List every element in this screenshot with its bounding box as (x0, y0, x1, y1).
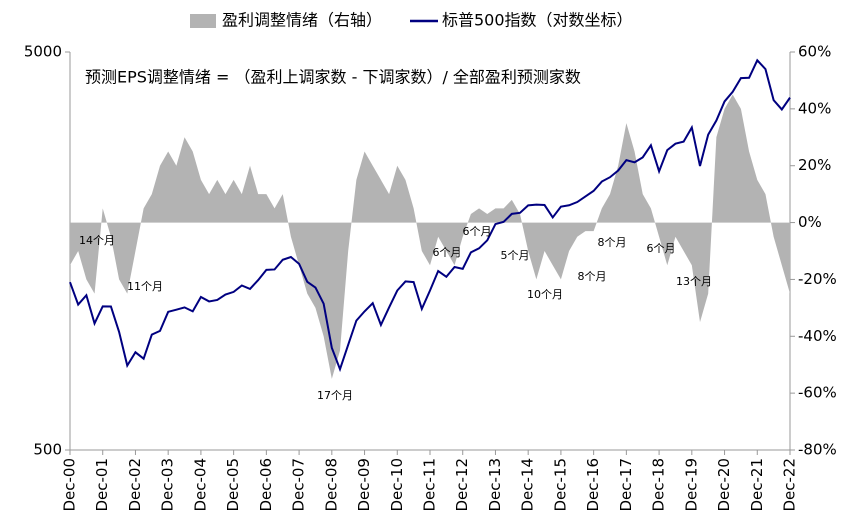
duration-annotation: 14个月 (79, 234, 115, 247)
x-tick-label: Dec-22 (781, 458, 799, 512)
area (70, 94, 790, 379)
duration-annotation: 17个月 (317, 389, 353, 402)
x-tick-label: Dec-04 (191, 458, 209, 512)
y2-tick-label: 0% (798, 213, 822, 231)
legend-label: 标普500指数（对数坐标） (442, 11, 633, 30)
legend-label: 盈利调整情绪（右轴） (222, 11, 382, 30)
x-tick-label: Dec-01 (93, 458, 111, 512)
x-tick-label: Dec-20 (715, 458, 733, 512)
y-tick-label: 5000 (24, 43, 62, 61)
x-tick-label: Dec-21 (748, 458, 766, 512)
duration-annotation: 13个月 (676, 275, 712, 288)
y2-tick-label: -40% (798, 327, 837, 345)
x-tick-label: Dec-10 (388, 458, 406, 512)
duration-annotation: 6个月 (433, 246, 462, 259)
y2-tick-label: -60% (798, 384, 837, 402)
x-tick-label: Dec-02 (126, 458, 144, 512)
formula-annotation: 预测EPS调整情绪 = （盈利上调家数 - 下调家数）/ 全部盈利预测家数 (85, 68, 581, 87)
x-tick-label: Dec-06 (257, 458, 275, 512)
legend-swatch (190, 14, 216, 28)
duration-annotation: 10个月 (527, 288, 563, 301)
x-tick-label: Dec-16 (584, 458, 602, 512)
x-tick-label: Dec-05 (224, 458, 242, 512)
duration-annotation: 5个月 (501, 249, 530, 262)
x-tick-label: Dec-14 (519, 458, 537, 512)
x-tick-label: Dec-18 (650, 458, 668, 512)
duration-annotation: 8个月 (598, 236, 627, 249)
x-tick-label: Dec-15 (551, 458, 569, 512)
line (69, 58, 791, 373)
x-tick-label: Dec-19 (682, 458, 700, 512)
duration-annotation: 6个月 (647, 242, 676, 255)
x-tick-label: Dec-12 (453, 458, 471, 512)
x-tick-label: Dec-13 (486, 458, 504, 512)
x-tick-label: Dec-00 (61, 458, 79, 512)
x-tick-label: Dec-11 (421, 458, 439, 512)
x-tick-label: Dec-07 (290, 458, 308, 512)
duration-annotation: 11个月 (127, 280, 163, 293)
y-tick-label: 500 (33, 441, 62, 459)
x-tick-label: Dec-09 (355, 458, 373, 512)
duration-annotation: 8个月 (578, 270, 607, 283)
x-tick-label: Dec-17 (617, 458, 635, 512)
y2-tick-label: 60% (798, 43, 831, 61)
x-tick-label: Dec-08 (322, 458, 340, 512)
duration-annotation: 6个月 (463, 225, 492, 238)
y2-tick-label: -80% (798, 441, 837, 459)
y2-tick-label: 20% (798, 156, 831, 174)
y2-tick-label: 40% (798, 99, 831, 117)
y2-tick-label: -20% (798, 270, 837, 288)
x-tick-label: Dec-03 (159, 458, 177, 512)
